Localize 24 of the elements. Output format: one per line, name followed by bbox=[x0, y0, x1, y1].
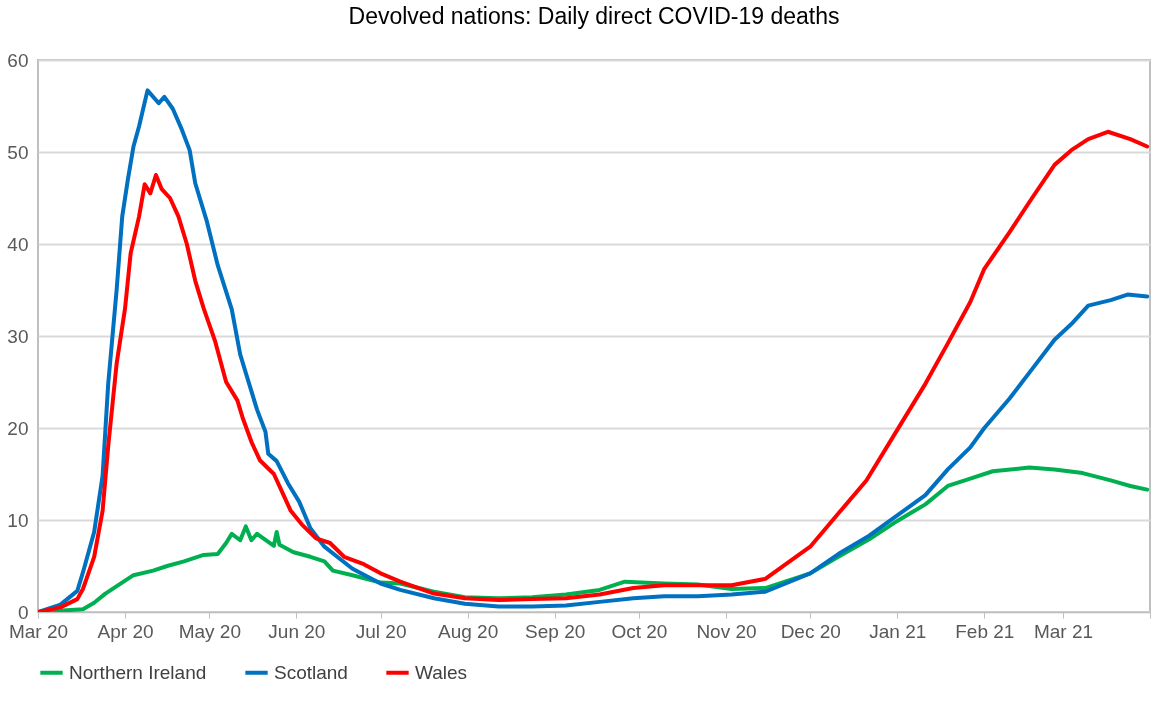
x-tick-label: Mar 20 bbox=[8, 620, 69, 642]
y-tick-label: 40 bbox=[7, 233, 29, 255]
x-tick-label: Jun 20 bbox=[268, 620, 326, 642]
y-tick-label: 30 bbox=[7, 325, 29, 347]
y-tick-label: 20 bbox=[7, 417, 29, 439]
x-tick-label: Sep 20 bbox=[525, 620, 586, 642]
x-tick-label: Mar 21 bbox=[1033, 620, 1094, 642]
y-tick-label: 10 bbox=[7, 509, 29, 531]
y-tick-label: 50 bbox=[7, 141, 29, 163]
x-tick-label: Feb 21 bbox=[955, 620, 1015, 642]
chart-title: Devolved nations: Daily direct COVID-19 deaths bbox=[348, 3, 840, 29]
x-tick-label: Aug 20 bbox=[438, 620, 499, 642]
legend-label: Scotland bbox=[274, 661, 348, 683]
x-tick-label: Oct 20 bbox=[611, 620, 668, 642]
x-tick-label: May 20 bbox=[178, 620, 241, 642]
x-tick-label: Nov 20 bbox=[696, 620, 757, 642]
x-tick-label: Jul 20 bbox=[355, 620, 407, 642]
y-tick-label: 60 bbox=[7, 49, 29, 71]
x-tick-label: Jan 21 bbox=[869, 620, 927, 642]
x-tick-label: Apr 20 bbox=[97, 620, 154, 642]
x-tick-label: Dec 20 bbox=[780, 620, 841, 642]
y-tick-label: 0 bbox=[17, 601, 29, 623]
legend-label: Northern Ireland bbox=[69, 661, 207, 683]
legend-label: Wales bbox=[415, 661, 468, 683]
